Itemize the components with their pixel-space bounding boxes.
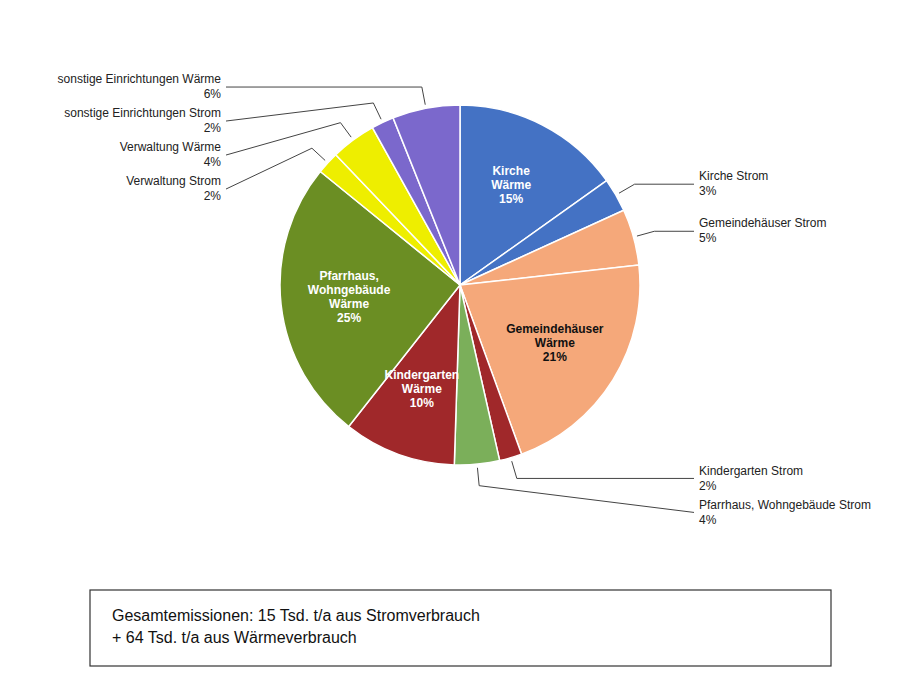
leader-line <box>477 468 694 513</box>
leader-line <box>226 103 381 121</box>
slice-value-label: 25% <box>337 311 361 325</box>
annotation: Gesamtemissionen: 15 Tsd. t/a aus Stromv… <box>112 607 480 646</box>
slice-label: Pfarrhaus, Wohngebäude Strom <box>699 498 871 512</box>
slice-value-label: 5% <box>699 231 717 245</box>
data-labels: KircheWärme15% GemeindehäuserWärme21% Kind… <box>58 72 871 526</box>
chart-container: KircheWärme15% GemeindehäuserWärme21% Kind… <box>0 0 921 683</box>
slice-label: sonstige Einrichtungen Wärme <box>58 72 222 86</box>
slice-value-label: 15% <box>499 192 523 206</box>
slice-value-label: 21% <box>543 350 567 364</box>
slice-label: GemeindehäuserWärme <box>506 322 604 350</box>
slice-value-label: 10% <box>410 396 434 410</box>
slice-value-label: 3% <box>699 184 717 198</box>
chart-svg: KircheWärme15% GemeindehäuserWärme21% Kind… <box>0 0 921 683</box>
pie-slice <box>454 285 499 465</box>
slice-label: Gemeindehäuser Strom <box>699 216 826 230</box>
slice-label: Pfarrhaus,WohngebäudeWärme <box>308 269 391 311</box>
slice-label: Kirche Strom <box>699 169 768 183</box>
slice-label: sonstige Einrichtungen Strom <box>64 106 221 120</box>
slice-label: KindergartenWärme <box>384 368 459 396</box>
slice-value-label: 2% <box>204 121 222 135</box>
pie-slice <box>393 105 460 285</box>
leader-line <box>512 461 694 478</box>
slice-value-label: 4% <box>699 513 717 527</box>
slice-label: Kindergarten Strom <box>699 464 803 478</box>
leader-line <box>226 87 425 105</box>
leader-line <box>226 123 351 155</box>
slice-value-label: 2% <box>699 479 717 493</box>
slice-value-label: 4% <box>204 155 222 169</box>
slice-label: KircheWärme <box>491 164 531 192</box>
leader-line <box>226 148 325 189</box>
leader-lines <box>226 87 694 512</box>
annotation-frame <box>90 590 831 666</box>
slice-value-label: 2% <box>204 189 222 203</box>
slice-value-label: 6% <box>204 87 222 101</box>
leader-line <box>637 231 694 236</box>
slice-label: Verwaltung Strom <box>126 174 221 188</box>
annotation-box: Gesamtemissionen: 15 Tsd. t/a aus Stromv… <box>90 590 831 666</box>
slices <box>280 105 640 465</box>
leader-line <box>619 184 694 193</box>
slice-label: Verwaltung Wärme <box>120 140 222 154</box>
